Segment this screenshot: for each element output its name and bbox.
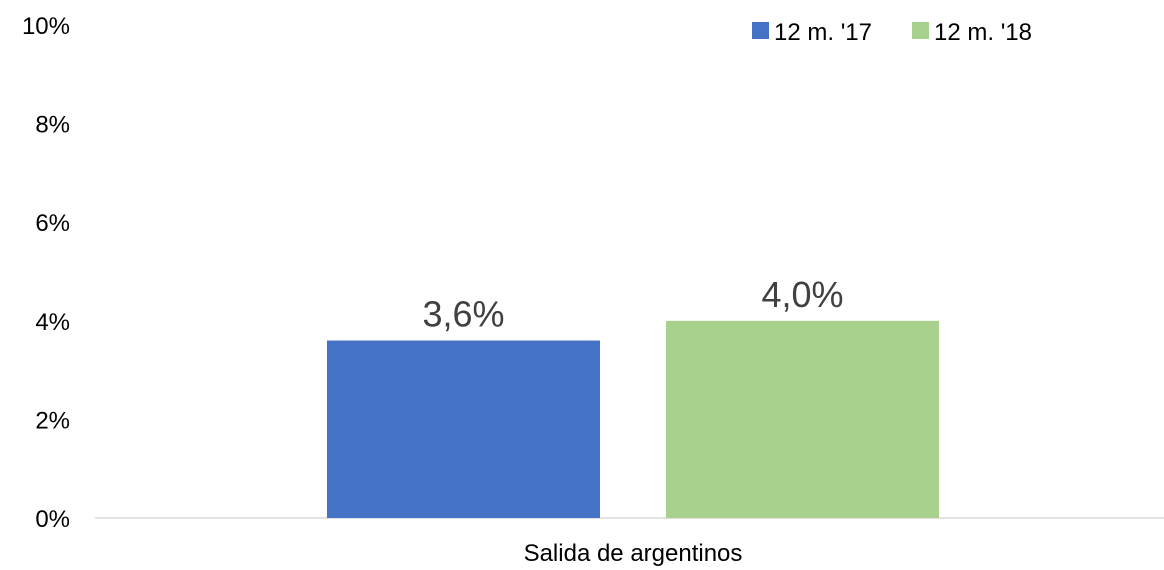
- data-label: 3,6%: [422, 294, 504, 335]
- data-label: 4,0%: [761, 274, 843, 315]
- y-tick-label: 0%: [35, 506, 70, 533]
- y-tick-label: 6%: [35, 210, 70, 237]
- category-labels: Salida de argentinos: [524, 540, 743, 567]
- y-tick-label: 8%: [35, 112, 70, 139]
- bars: [327, 320, 939, 518]
- y-axis: 0% 2% 4% 6% 8% 10%: [22, 13, 70, 533]
- y-tick-label: 2%: [35, 407, 70, 434]
- legend-label: 12 m. '17: [774, 19, 872, 46]
- legend: 12 m. '17 12 m. '18: [752, 19, 1032, 46]
- y-tick-label: 10%: [22, 13, 70, 40]
- bar-series-1: [327, 340, 600, 518]
- x-category-label: Salida de argentinos: [524, 540, 743, 567]
- bar-series-2: [666, 320, 939, 518]
- legend-swatch: [752, 22, 769, 39]
- legend-label: 12 m. '18: [934, 19, 1032, 46]
- legend-swatch: [912, 22, 929, 39]
- data-labels: 3,6% 4,0%: [422, 274, 843, 335]
- y-tick-label: 4%: [35, 309, 70, 336]
